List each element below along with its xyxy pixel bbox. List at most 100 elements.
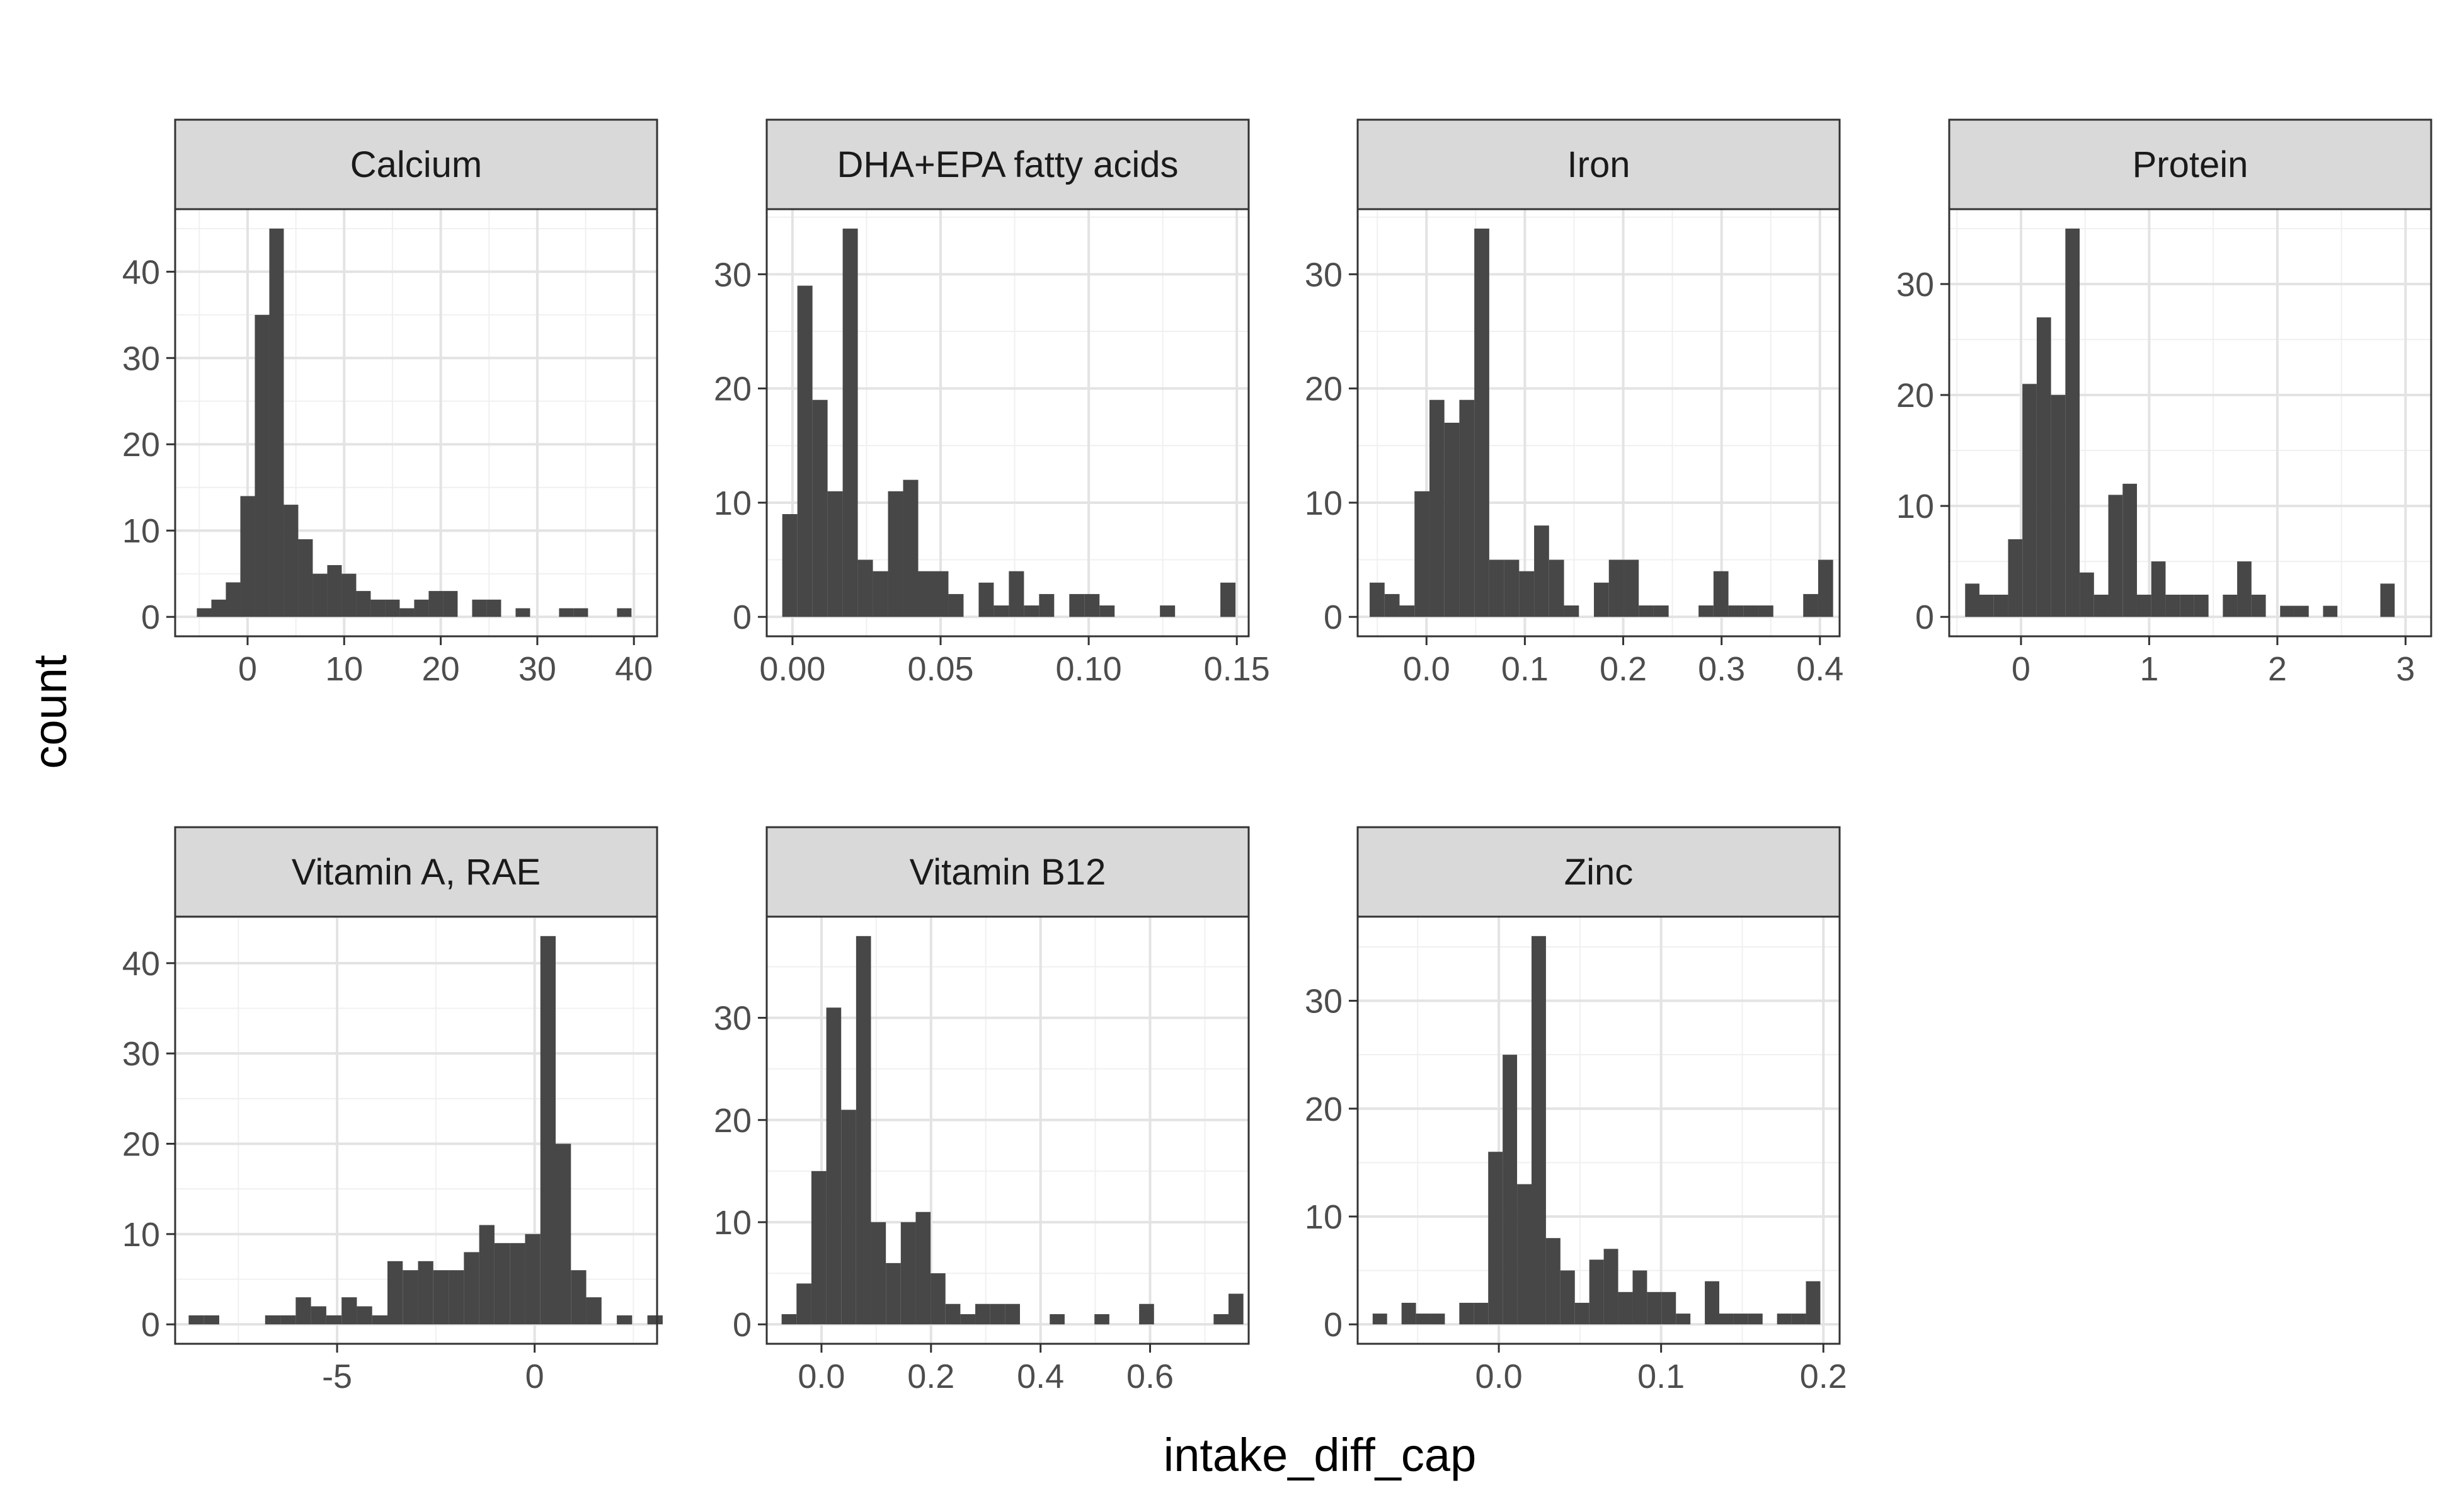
histogram-bar [1560, 1270, 1575, 1325]
histogram-bar [2237, 561, 2252, 617]
x-tick-label: 0.2 [907, 1358, 954, 1395]
histogram-bar [1965, 583, 1979, 617]
histogram-bar [1220, 582, 1236, 617]
histogram-bar [796, 1283, 811, 1325]
x-tick-label: 0.4 [1796, 650, 1843, 688]
histogram-bar [1050, 1314, 1065, 1325]
histogram-bar [1160, 605, 1176, 617]
histogram-bar [2065, 228, 2080, 617]
histogram-bar [841, 1109, 856, 1325]
x-tick-label: 0.6 [1126, 1358, 1174, 1395]
histogram-bar [1519, 571, 1535, 617]
histogram-bar [1534, 525, 1549, 617]
histogram-bar [1594, 582, 1609, 617]
histogram-bar [871, 1222, 886, 1325]
histogram-bar [797, 285, 813, 617]
x-tick-label: 20 [422, 650, 460, 688]
histogram-bar [931, 1273, 946, 1325]
histogram-bar [515, 608, 530, 617]
histogram-bar [1429, 399, 1445, 617]
histogram-bar [1993, 594, 2008, 617]
y-tick-label: 30 [1305, 983, 1343, 1021]
y-tick-label: 10 [1305, 484, 1343, 522]
histogram-bar [960, 1314, 976, 1325]
y-tick-label: 0 [733, 1306, 752, 1344]
histogram-bar [1474, 1302, 1489, 1325]
histogram-bar [903, 479, 919, 617]
histogram-bar [414, 599, 429, 617]
histogram-bar [341, 1297, 357, 1325]
histogram-bar [1608, 559, 1624, 617]
histogram-bar [559, 608, 574, 617]
x-tick-label: 0.00 [759, 650, 825, 688]
facet-strip-label: Iron [1567, 144, 1630, 185]
histogram-bar [1743, 605, 1759, 617]
histogram-bar [269, 228, 284, 617]
histogram-bar [573, 608, 588, 617]
histogram-bar [255, 314, 270, 617]
histogram-bar [1489, 559, 1504, 617]
histogram-bar [341, 573, 357, 617]
histogram-bar [197, 608, 212, 617]
facet-strip [1356, 118, 1841, 210]
histogram-bar [2093, 594, 2109, 617]
histogram-bar [827, 491, 843, 617]
facet-strip-label: Vitamin B12 [910, 852, 1106, 893]
histogram-bar [1777, 1314, 1792, 1325]
facet-strip-label: DHA+EPA fatty acids [837, 144, 1178, 185]
histogram-bar [1474, 228, 1489, 617]
histogram-bar [1603, 1249, 1618, 1325]
histogram-bar [1758, 605, 1773, 617]
histogram-bar [211, 599, 226, 617]
histogram-bar [356, 591, 371, 617]
histogram-bar [387, 1261, 403, 1325]
histogram-bar [948, 593, 964, 617]
histogram-bar [1384, 593, 1400, 617]
facet-panel: DHA+EPA fatty acids 0.00 0.05 0.10 0.15 0 10 20… [714, 118, 1270, 688]
x-tick-label: 0.0 [1475, 1358, 1523, 1395]
x-tick-label: 0.1 [1501, 650, 1549, 688]
histogram-bar [2122, 483, 2137, 617]
histogram-bar [2251, 594, 2266, 617]
histogram-bar [1589, 1259, 1604, 1325]
y-tick-label: 10 [1305, 1198, 1343, 1236]
histogram-bar [1647, 1292, 1662, 1325]
x-tick-label: 0.0 [1403, 650, 1450, 688]
histogram-bar [327, 565, 342, 617]
histogram-bar [2008, 539, 2023, 617]
y-tick-label: 10 [122, 512, 160, 550]
histogram-bar [1414, 491, 1429, 617]
histogram-bar [1024, 605, 1040, 617]
histogram-bar [226, 582, 241, 617]
y-axis-title: count [24, 655, 76, 769]
histogram-bar [857, 559, 873, 617]
histogram-bar [418, 1261, 433, 1325]
histogram-bar [1228, 1293, 1244, 1325]
y-tick-label: 20 [714, 1102, 752, 1140]
histogram-bar [994, 605, 1009, 617]
histogram-bar [298, 539, 313, 617]
histogram-bar [888, 491, 903, 617]
histogram-bar [781, 1314, 797, 1325]
x-tick-label: 0.0 [798, 1358, 845, 1395]
x-tick-label: 40 [615, 650, 653, 688]
histogram-bar [2151, 561, 2166, 617]
x-tick-label: 3 [2396, 650, 2415, 688]
x-tick-label: 0.05 [907, 650, 973, 688]
x-tick-label: 0.3 [1698, 650, 1745, 688]
y-tick-label: 20 [122, 1126, 160, 1164]
x-tick-label: 2 [2268, 650, 2287, 688]
histogram-bar [1531, 936, 1546, 1325]
histogram-bar [385, 599, 400, 617]
histogram-bar [1399, 605, 1415, 617]
histogram-bar [555, 1143, 571, 1325]
y-tick-label: 0 [1324, 1306, 1343, 1344]
y-tick-label: 0 [733, 598, 752, 636]
histogram-bar [1713, 571, 1729, 617]
x-tick-label: 0.2 [1600, 650, 1647, 688]
histogram-bar [312, 573, 328, 617]
facet-panel: Vitamin A, RAE -5 0 0 10 20 30 40 [122, 826, 663, 1395]
histogram-bar [240, 496, 255, 617]
histogram-bar [188, 1315, 204, 1325]
y-tick-label: 20 [1896, 377, 1934, 415]
